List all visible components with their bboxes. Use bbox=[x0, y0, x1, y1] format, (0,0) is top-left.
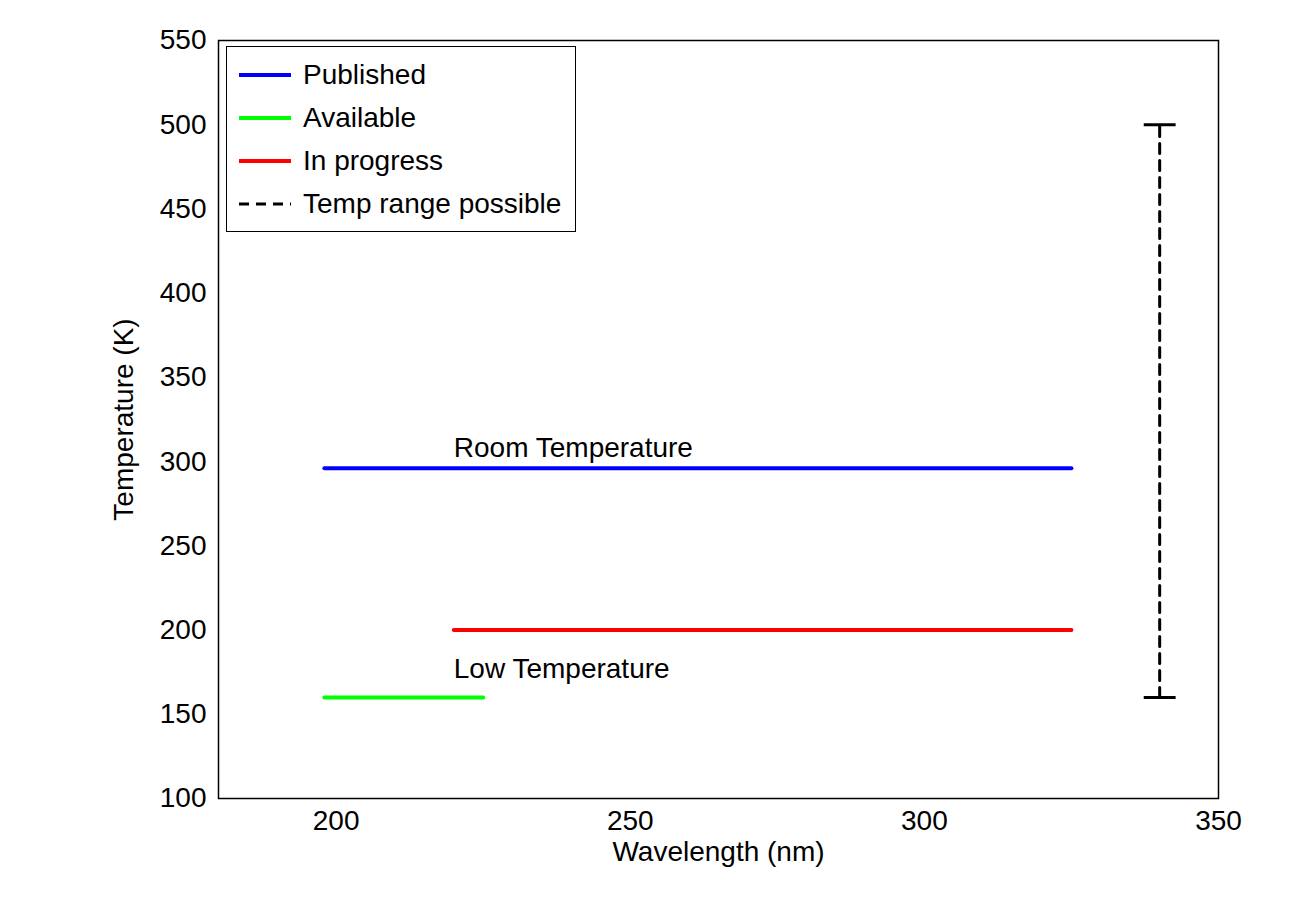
svg-text:150: 150 bbox=[160, 698, 207, 729]
svg-text:550: 550 bbox=[160, 24, 207, 55]
svg-text:300: 300 bbox=[160, 446, 207, 477]
svg-text:350: 350 bbox=[160, 361, 207, 392]
svg-text:Temperature (K): Temperature (K) bbox=[108, 318, 139, 520]
html-text:In progress: In progress bbox=[303, 144, 444, 176]
svg-text:250: 250 bbox=[160, 530, 207, 561]
html-text:Published: Published bbox=[303, 58, 426, 90]
svg-text:450: 450 bbox=[160, 193, 207, 224]
svg-text:100: 100 bbox=[160, 782, 207, 813]
svg-text:300: 300 bbox=[901, 805, 948, 836]
svg-text:500: 500 bbox=[160, 109, 207, 140]
html-text:Temp range possible: Temp range possible bbox=[303, 187, 562, 219]
svg-text:350: 350 bbox=[1195, 805, 1242, 836]
svg-text:Wavelength (nm): Wavelength (nm) bbox=[612, 836, 824, 867]
html-text:Available: Available bbox=[303, 101, 417, 133]
svg-text:Room Temperature: Room Temperature bbox=[454, 432, 693, 463]
svg-text:250: 250 bbox=[607, 805, 654, 836]
svg-text:Low Temperature: Low Temperature bbox=[454, 653, 670, 684]
svg-text:400: 400 bbox=[160, 277, 207, 308]
svg-text:200: 200 bbox=[160, 614, 207, 645]
svg-text:200: 200 bbox=[313, 805, 360, 836]
